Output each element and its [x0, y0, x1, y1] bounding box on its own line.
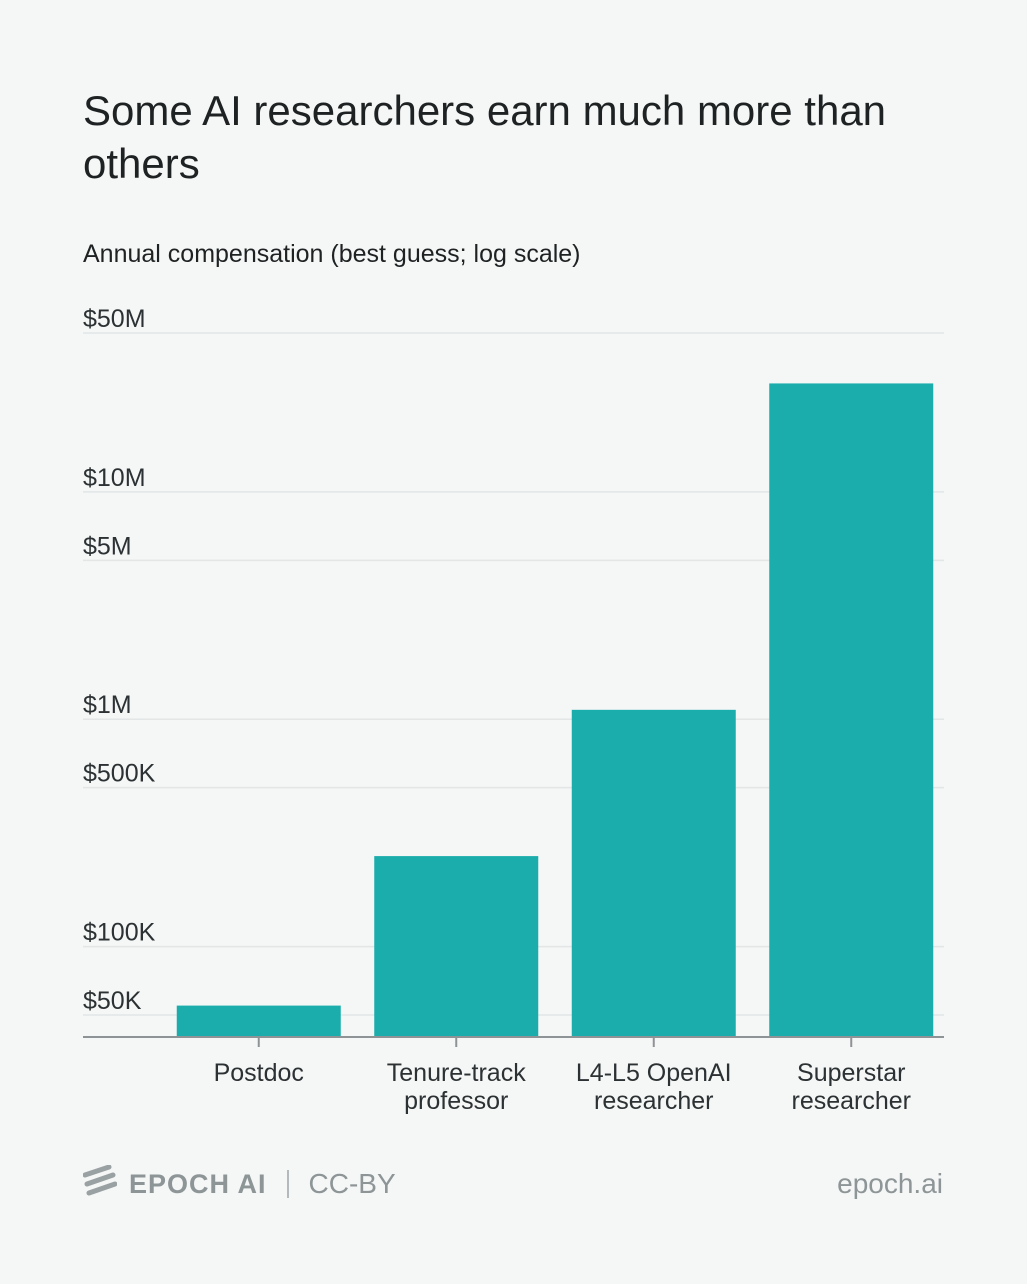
bars	[176, 383, 934, 1038]
epoch-logo-icon	[82, 1164, 118, 1204]
x-tick-label: Postdoc	[214, 1059, 304, 1087]
bar	[176, 1005, 341, 1037]
chart-title: Some AI researchers earn much more than …	[83, 87, 887, 187]
y-axis-ticks: $50K $100K $500K $1M $5M $10M $50M	[83, 305, 156, 1015]
y-tick-label: $500K	[83, 760, 156, 788]
x-tick-label: L4-L5 OpenAI	[576, 1059, 732, 1087]
x-tick-label: Superstar	[797, 1059, 905, 1087]
bar	[374, 856, 539, 1037]
footer-divider	[286, 1170, 289, 1198]
y-tick-label: $1M	[83, 691, 132, 719]
brand: EPOCH AI CC-BY	[82, 1164, 396, 1204]
bar-chart: $50K $100K $500K $1M $5M $10M $50M Postdoc Tenu…	[83, 305, 944, 1115]
x-tick-label: researcher	[594, 1087, 714, 1115]
brand-name: EPOCH AI	[129, 1168, 267, 1199]
x-tick-label: researcher	[792, 1087, 912, 1115]
y-tick-label: $50M	[83, 305, 146, 333]
bar	[571, 709, 736, 1037]
y-tick-label: $50K	[83, 987, 142, 1015]
chart-subtitle: Annual compensation (best guess; log sca…	[83, 240, 581, 268]
x-tick-label: professor	[404, 1087, 508, 1115]
y-tick-label: $5M	[83, 532, 132, 560]
y-tick-label: $100K	[83, 919, 156, 947]
bar	[769, 383, 934, 1038]
site-link[interactable]: epoch.ai	[837, 1168, 943, 1199]
y-tick-label: $10M	[83, 464, 146, 492]
x-tick-label: Tenure-track	[387, 1059, 526, 1087]
footer: EPOCH AI CC-BY epoch.ai	[82, 1164, 943, 1204]
license-label: CC-BY	[308, 1168, 396, 1199]
